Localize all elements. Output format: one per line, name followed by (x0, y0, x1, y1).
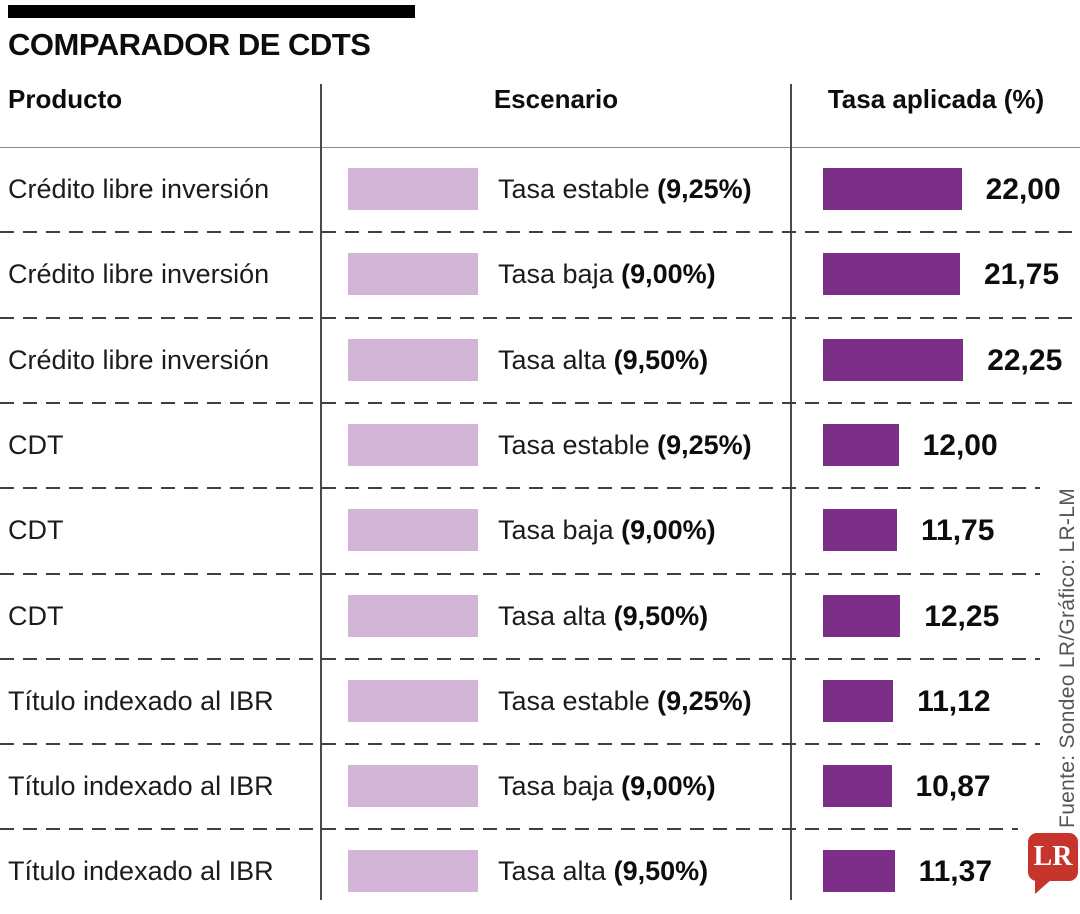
value-bar (823, 679, 894, 722)
scenario-label: Tasa estable (9,25%) (498, 403, 752, 488)
value-bar (823, 765, 892, 808)
row-separator (0, 316, 1080, 319)
table-row: CDT Tasa estable (9,25%) 12,00 (0, 403, 1080, 488)
title-accent-bar (8, 5, 415, 18)
scenario-name: Tasa alta (498, 856, 614, 887)
scenario-swatch (348, 509, 478, 552)
scenario-label: Tasa baja (9,00%) (498, 488, 716, 573)
value-label: 22,00 (985, 173, 1061, 206)
scenario-rate: (9,00%) (621, 259, 716, 290)
value-bar (823, 253, 960, 296)
value-bar (823, 423, 899, 466)
value-label: 12,00 (922, 428, 998, 462)
scenario-label: Tasa estable (9,25%) (498, 147, 752, 232)
table-row: CDT Tasa baja (9,00%) 11,75 (0, 488, 1080, 573)
column-divider-1 (320, 84, 322, 900)
value-label: 11,12 (917, 684, 991, 718)
scenario-swatch (348, 594, 478, 637)
value-bar (823, 338, 964, 381)
product-label: CDT (8, 515, 64, 546)
scenario-name: Tasa estable (498, 174, 658, 204)
column-header-tasa-aplicada: Tasa aplicada (%) (827, 84, 1045, 114)
scenario-rate: (9,50%) (613, 600, 709, 631)
scenario-name: Tasa baja (498, 515, 622, 546)
value-label: 10,87 (915, 770, 991, 804)
table-row: Título indexado al IBR Tasa alta (9,50%) 1… (0, 829, 1080, 914)
scenario-name: Tasa baja (498, 259, 622, 290)
product-label: CDT (8, 600, 64, 631)
row-separator (0, 828, 1018, 831)
table-row: Crédito libre inversión Tasa baja (9,00%)… (0, 232, 1080, 317)
scenario-name: Tasa baja (498, 771, 622, 802)
scenario-label: Tasa alta (9,50%) (498, 318, 708, 403)
value-label: 21,75 (984, 258, 1060, 292)
scenario-swatch (348, 850, 478, 893)
scenario-swatch (348, 338, 478, 381)
row-separator (0, 743, 1040, 746)
product-label: Título indexado al IBR (8, 856, 274, 887)
scenario-label: Tasa baja (9,00%) (498, 744, 716, 829)
row-separator (0, 572, 1040, 575)
scenario-name: Tasa estable (498, 429, 658, 460)
chart-title: COMPARADOR DE CDTS (8, 27, 371, 62)
scenario-rate: (9,25%) (657, 429, 752, 460)
header-underline (0, 147, 1080, 148)
scenario-rate: (9,50%) (613, 344, 709, 375)
lr-logo: LR (1028, 833, 1078, 894)
column-header-escenario: Escenario (493, 84, 619, 114)
value-bar (823, 168, 962, 210)
scenario-swatch (348, 679, 478, 722)
value-label: 11,37 (918, 855, 993, 889)
scenario-swatch (348, 253, 478, 296)
scenario-swatch (348, 423, 478, 466)
table-row: Crédito libre inversión Tasa estable (9,2… (0, 147, 1080, 232)
source-credit: Fuente: Sondeo LR/Gráfico: LR-LM (1056, 488, 1079, 828)
scenario-rate: (9,50%) (613, 856, 709, 887)
value-bar (823, 509, 897, 552)
row-separator (0, 401, 1080, 404)
value-label: 12,25 (924, 599, 1000, 633)
product-label: Crédito libre inversión (8, 174, 270, 204)
row-separator (0, 657, 1040, 660)
value-bar (823, 594, 901, 637)
scenario-rate: (9,25%) (657, 174, 752, 204)
scenario-label: Tasa alta (9,50%) (498, 574, 708, 659)
scenario-label: Tasa estable (9,25%) (498, 659, 752, 744)
scenario-label: Tasa alta (9,50%) (498, 829, 708, 914)
table-row: Crédito libre inversión Tasa alta (9,50%)… (0, 318, 1080, 403)
table-row: CDT Tasa alta (9,50%) 12,25 (0, 574, 1080, 659)
product-label: CDT (8, 429, 64, 460)
column-header-producto: Producto (8, 84, 123, 114)
product-label: Título indexado al IBR (8, 771, 274, 802)
value-label: 11,75 (921, 514, 995, 548)
lr-logo-text: LR (1033, 841, 1073, 872)
value-bar (823, 850, 895, 893)
scenario-rate: (9,00%) (621, 515, 716, 546)
scenario-swatch (348, 765, 478, 808)
product-label: Crédito libre inversión (8, 344, 270, 375)
row-separator (0, 487, 1040, 490)
row-separator (0, 231, 1080, 234)
product-label: Crédito libre inversión (8, 259, 270, 290)
scenario-name: Tasa estable (498, 685, 658, 716)
scenario-name: Tasa alta (498, 600, 614, 631)
scenario-rate: (9,25%) (657, 685, 752, 716)
table-row: Título indexado al IBR Tasa baja (9,00%) 1… (0, 744, 1080, 829)
scenario-swatch (348, 168, 478, 210)
value-label: 22,25 (987, 343, 1063, 377)
product-label: Título indexado al IBR (8, 685, 274, 716)
table-row: Título indexado al IBR Tasa estable (9,25… (0, 659, 1080, 744)
column-divider-2 (790, 84, 792, 900)
scenario-name: Tasa alta (498, 344, 614, 375)
scenario-label: Tasa baja (9,00%) (498, 232, 716, 317)
scenario-rate: (9,00%) (621, 771, 716, 802)
